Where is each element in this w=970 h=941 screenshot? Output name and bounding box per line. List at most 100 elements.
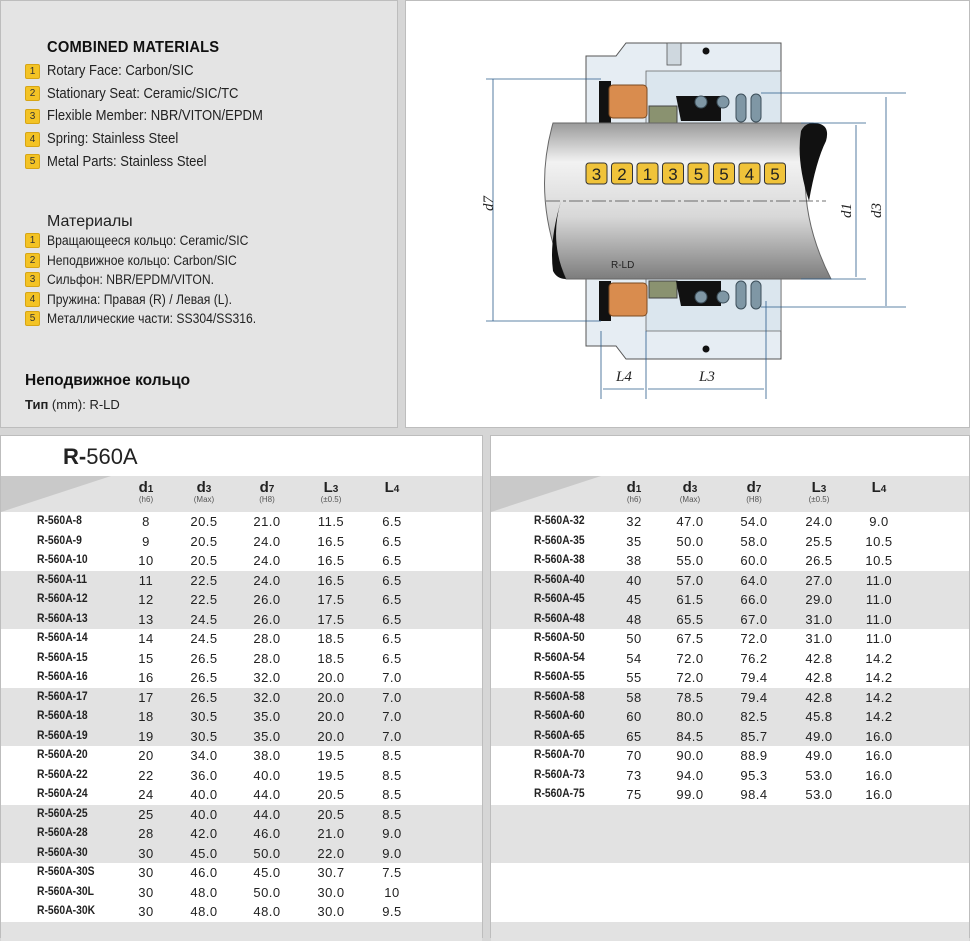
value-cell: 98.4	[724, 787, 784, 802]
model-cell: R-560A-30S	[37, 866, 95, 878]
oring-top	[703, 48, 710, 55]
svg-text:5: 5	[770, 165, 779, 184]
dim-d7: d7	[481, 195, 497, 212]
column-letter: L	[872, 479, 881, 496]
material-text: Flexible Member: NBR/VITON/EPDM	[47, 108, 263, 124]
value-cell: 88.9	[724, 748, 784, 763]
value-cell: 8	[116, 514, 176, 529]
model-cell: R-560A-58	[534, 691, 585, 703]
value-cell: 50.0	[237, 885, 297, 900]
value-cell: 79.4	[724, 670, 784, 685]
value-cell: 13	[116, 612, 176, 627]
value-cell: 17.5	[301, 612, 361, 627]
value-cell: 46.0	[174, 865, 234, 880]
number-badge: 2	[25, 86, 40, 101]
value-cell: 65.5	[660, 612, 720, 627]
empty-row	[1, 922, 482, 941]
value-cell: 9.5	[362, 904, 422, 919]
column-symbol: d3	[660, 479, 720, 496]
part-badge: 3	[586, 163, 607, 184]
value-cell: 6.5	[362, 592, 422, 607]
empty-row	[491, 922, 969, 941]
value-cell: 19.5	[301, 768, 361, 783]
material-text: Сильфон: NBR/EPDM/VITON.	[47, 272, 214, 287]
value-cell: 17	[116, 690, 176, 705]
value-cell: 6.5	[362, 534, 422, 549]
value-cell: 10.5	[849, 553, 909, 568]
model-cell: R-560A-16	[37, 671, 88, 683]
column-index: 4	[881, 484, 887, 495]
value-cell: 49.0	[789, 729, 849, 744]
model-cell: R-560A-8	[37, 515, 82, 527]
value-cell: 40.0	[174, 807, 234, 822]
column-tolerance: (±0.5)	[301, 496, 361, 504]
material-item: 3 Flexible Member: NBR/VITON/EPDM	[25, 108, 287, 124]
empty-row	[491, 824, 969, 844]
column-index: 3	[821, 484, 827, 495]
part-badge: 4	[739, 163, 760, 184]
material-text: Вращающееся кольцо: Ceramic/SIC	[47, 233, 248, 248]
model-cell: R-560A-32	[534, 515, 585, 527]
value-cell: 50.0	[237, 846, 297, 861]
column-index: 1	[148, 484, 154, 495]
value-cell: 12	[116, 592, 176, 607]
value-cell: 42.8	[789, 670, 849, 685]
column-letter: d	[627, 479, 636, 496]
value-cell: 28.0	[237, 651, 297, 666]
material-text: Stationary Seat: Ceramic/SIC/TC	[47, 86, 238, 102]
value-cell: 30	[116, 904, 176, 919]
value-cell: 14.2	[849, 690, 909, 705]
value-cell: 20.0	[301, 690, 361, 705]
svg-text:5: 5	[694, 165, 703, 184]
value-cell: 61.5	[660, 592, 720, 607]
column-tolerance: (Max)	[660, 496, 720, 504]
empty-row	[491, 883, 969, 903]
value-cell: 82.5	[724, 709, 784, 724]
column-symbol: L3	[789, 479, 849, 496]
material-text: Metal Parts: Stainless Steel	[47, 154, 207, 170]
empty-row	[491, 805, 969, 825]
material-text: Spring: Stainless Steel	[47, 131, 178, 147]
number-badge: 4	[25, 292, 40, 307]
value-cell: 26.0	[237, 592, 297, 607]
value-cell: 7.0	[362, 709, 422, 724]
value-cell: 78.5	[660, 690, 720, 705]
model-cell: R-560A-28	[37, 827, 88, 839]
number-badge: 5	[25, 311, 40, 326]
value-cell: 84.5	[660, 729, 720, 744]
column-symbol: d1	[604, 479, 664, 496]
value-cell: 30.5	[174, 709, 234, 724]
table-header: d1(h6)d3(Max)d7(H8)L3(±0.5)L4	[1, 476, 482, 512]
column-index: 3	[333, 484, 339, 495]
part-badge: 2	[612, 163, 633, 184]
table-header: d1(h6)d3(Max)d7(H8)L3(±0.5)L4	[491, 476, 969, 512]
value-cell: 53.0	[789, 768, 849, 783]
column-header: d7(H8)	[724, 479, 784, 504]
value-cell: 75	[604, 787, 664, 802]
model-cell: R-560A-20	[37, 749, 88, 761]
value-cell: 55	[604, 670, 664, 685]
value-cell: 45.0	[174, 846, 234, 861]
svg-text:4: 4	[745, 165, 754, 184]
number-badge: 3	[25, 109, 40, 124]
svg-text:3: 3	[592, 165, 601, 184]
dim-d1: d1	[839, 203, 855, 218]
column-header: L3(±0.5)	[301, 479, 361, 504]
model-cell: R-560A-10	[37, 554, 88, 566]
materials-title: COMBINED MATERIALS	[47, 39, 219, 57]
value-cell: 8.5	[362, 768, 422, 783]
value-cell: 85.7	[724, 729, 784, 744]
value-cell: 16.0	[849, 768, 909, 783]
value-cell: 9.0	[362, 826, 422, 841]
